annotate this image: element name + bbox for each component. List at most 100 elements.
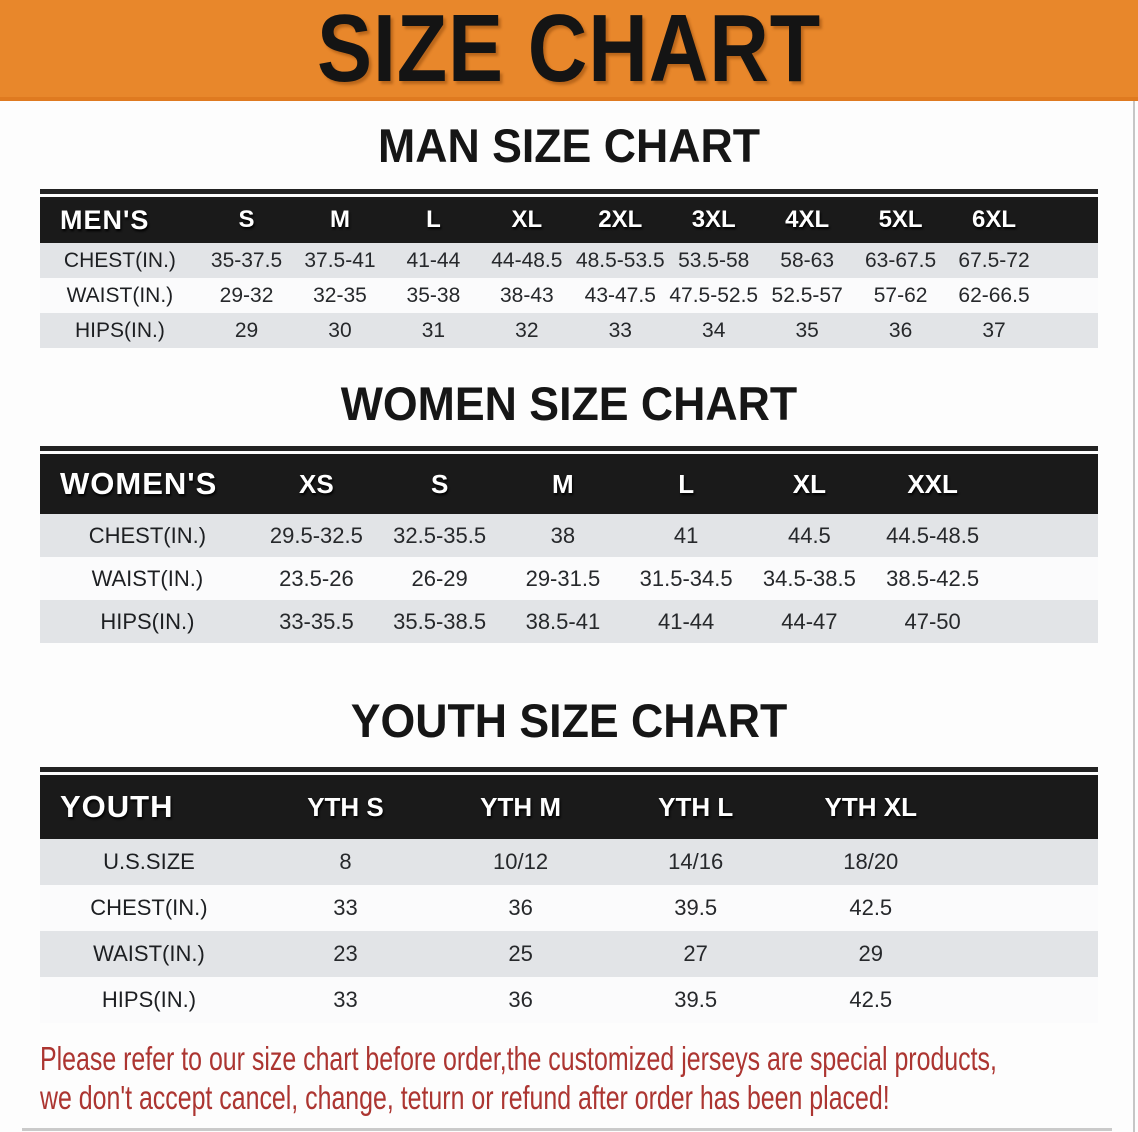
row-label: WAIST(IN.) [66,283,174,307]
size-value: 29-32 [219,283,274,307]
size-value: 33 [333,895,358,920]
size-value: 10/12 [493,849,549,874]
disclaimer-line-2: we don't accept cancel, change, teturn o… [40,1079,890,1116]
size-value: 41-44 [658,608,715,634]
size-value: 33 [608,318,632,342]
size-value: 53.5-58 [678,248,750,272]
size-value: 29 [858,941,883,966]
header-spacer [1040,197,1098,243]
size-value: 38.5-42.5 [886,565,980,591]
size-value: 41-44 [406,248,461,272]
order-disclaimer: Please refer to our size chart before or… [40,1039,1112,1117]
size-value: 52.5-57 [771,283,843,307]
column-header: YTH XL [783,775,959,839]
column-header: YTH M [433,775,609,839]
table-row: CHEST(IN.) 35-37.5 37.5-41 41-44 44-48.5 48.5… [40,243,1098,278]
size-value: 32-35 [313,283,367,307]
size-value: 30 [328,318,352,342]
row-spacer [1041,313,1098,348]
size-value: 48.5-53.5 [575,248,665,272]
column-header: M [501,454,625,514]
size-value: 8 [339,849,352,874]
size-value: 33-35.5 [279,608,354,634]
header-spacer [994,454,1098,514]
row-label: CHEST(IN.) [63,248,176,272]
youth-size-chart-section: YOUTH SIZE CHART YOUTH YTH S YTH M YTH L YTH… [0,697,1138,1023]
women-size-chart-section: WOMEN SIZE CHART WOMEN'S XS S M L XL XXL CHEST(… [0,380,1138,643]
size-value: 32 [515,318,539,342]
column-header: YTH L [608,775,784,839]
men-size-table: MEN'S S M L XL 2XL 3XL 4XL 5XL 6XL CHEST(IN.) 35-37… [40,189,1098,348]
table-row: U.S.SIZE 8 10/12 14/16 18/20 [40,839,1098,885]
bottom-edge-rule [22,1128,1112,1131]
size-value: 62-66.5 [958,283,1030,307]
size-value: 34.5-38.5 [762,565,856,591]
size-value: 29.5-32.5 [269,522,363,548]
size-value: 27 [683,941,708,966]
size-value: 63-67.5 [864,248,937,272]
row-spacer [994,600,1098,643]
column-header: L [624,454,748,514]
size-value: 29-31.5 [525,565,601,591]
header-row: YOUTH YTH S YTH M YTH L YTH XL [40,775,1098,839]
row-label: CHEST(IN.) [88,522,207,548]
row-label: HIPS(IN.) [101,987,197,1012]
table-row: WAIST(IN.) 29-32 32-35 35-38 38-43 43-47.5 47.… [40,278,1098,313]
table-row: CHEST(IN.) 33 36 39.5 42.5 [40,885,1098,931]
column-header: S [199,197,294,243]
header-spacer [958,775,1098,839]
page-title: SIZE CHART [317,0,821,102]
size-value: 57-62 [873,283,928,307]
banner: SIZE CHART [0,0,1138,101]
column-header: S [378,454,502,514]
size-value: 25 [508,941,533,966]
size-value: 23 [333,941,358,966]
row-label: CHEST(IN.) [90,895,208,920]
column-header: XS [254,454,379,514]
row-label: WAIST(IN.) [91,565,204,591]
size-value: 14/16 [668,849,724,874]
column-header: 2XL [573,197,667,243]
size-value: 37.5-41 [304,248,376,272]
table-row: HIPS(IN.) 33 36 39.5 42.5 [40,977,1098,1023]
table-row: WAIST(IN.) 23 25 27 29 [40,931,1098,977]
table-group-label: YOUTH [40,775,258,839]
size-value: 33 [333,987,358,1012]
size-value: 44-47 [781,608,838,634]
size-value: 47.5-52.5 [669,283,759,307]
size-value: 36 [508,895,533,920]
row-spacer [1041,243,1098,278]
size-value: 35-37.5 [210,248,283,272]
row-label: WAIST(IN.) [93,941,205,966]
size-value: 29 [234,318,259,342]
size-value: 32.5-35.5 [393,522,487,548]
column-header: 4XL [760,197,854,243]
table-row: CHEST(IN.) 29.5-32.5 32.5-35.5 38 41 44.5 44.5… [40,514,1098,557]
row-spacer [958,931,1098,977]
size-value: 36 [888,318,913,342]
row-spacer [958,977,1098,1023]
size-value: 47-50 [904,608,961,634]
column-header: XXL [871,454,995,514]
column-header: 6XL [947,197,1041,243]
column-header: XL [480,197,574,243]
row-spacer [994,557,1098,600]
size-value: 44.5-48.5 [886,522,980,548]
column-header: L [386,197,481,243]
size-value: 38-43 [499,283,554,307]
size-value: 34 [702,318,726,342]
size-value: 23.5-26 [279,565,354,591]
size-value: 36 [508,987,533,1012]
men-size-chart-section: MAN SIZE CHART MEN'S S M L XL 2XL 3XL 4XL 5XL 6XL… [0,122,1138,348]
size-value: 39.5 [674,987,718,1012]
size-value: 26-29 [411,565,468,591]
header-row: MEN'S S M L XL 2XL 3XL 4XL 5XL 6XL [40,197,1098,243]
size-value: 44.5 [787,522,831,548]
row-label: HIPS(IN.) [100,608,195,634]
row-spacer [1041,278,1098,313]
column-header: 3XL [667,197,761,243]
size-value: 42.5 [849,987,893,1012]
women-size-table: WOMEN'S XS S M L XL XXL CHEST(IN.) 29.5-32.5 32.5… [40,446,1098,643]
youth-section-heading: YOUTH SIZE CHART [350,694,788,747]
